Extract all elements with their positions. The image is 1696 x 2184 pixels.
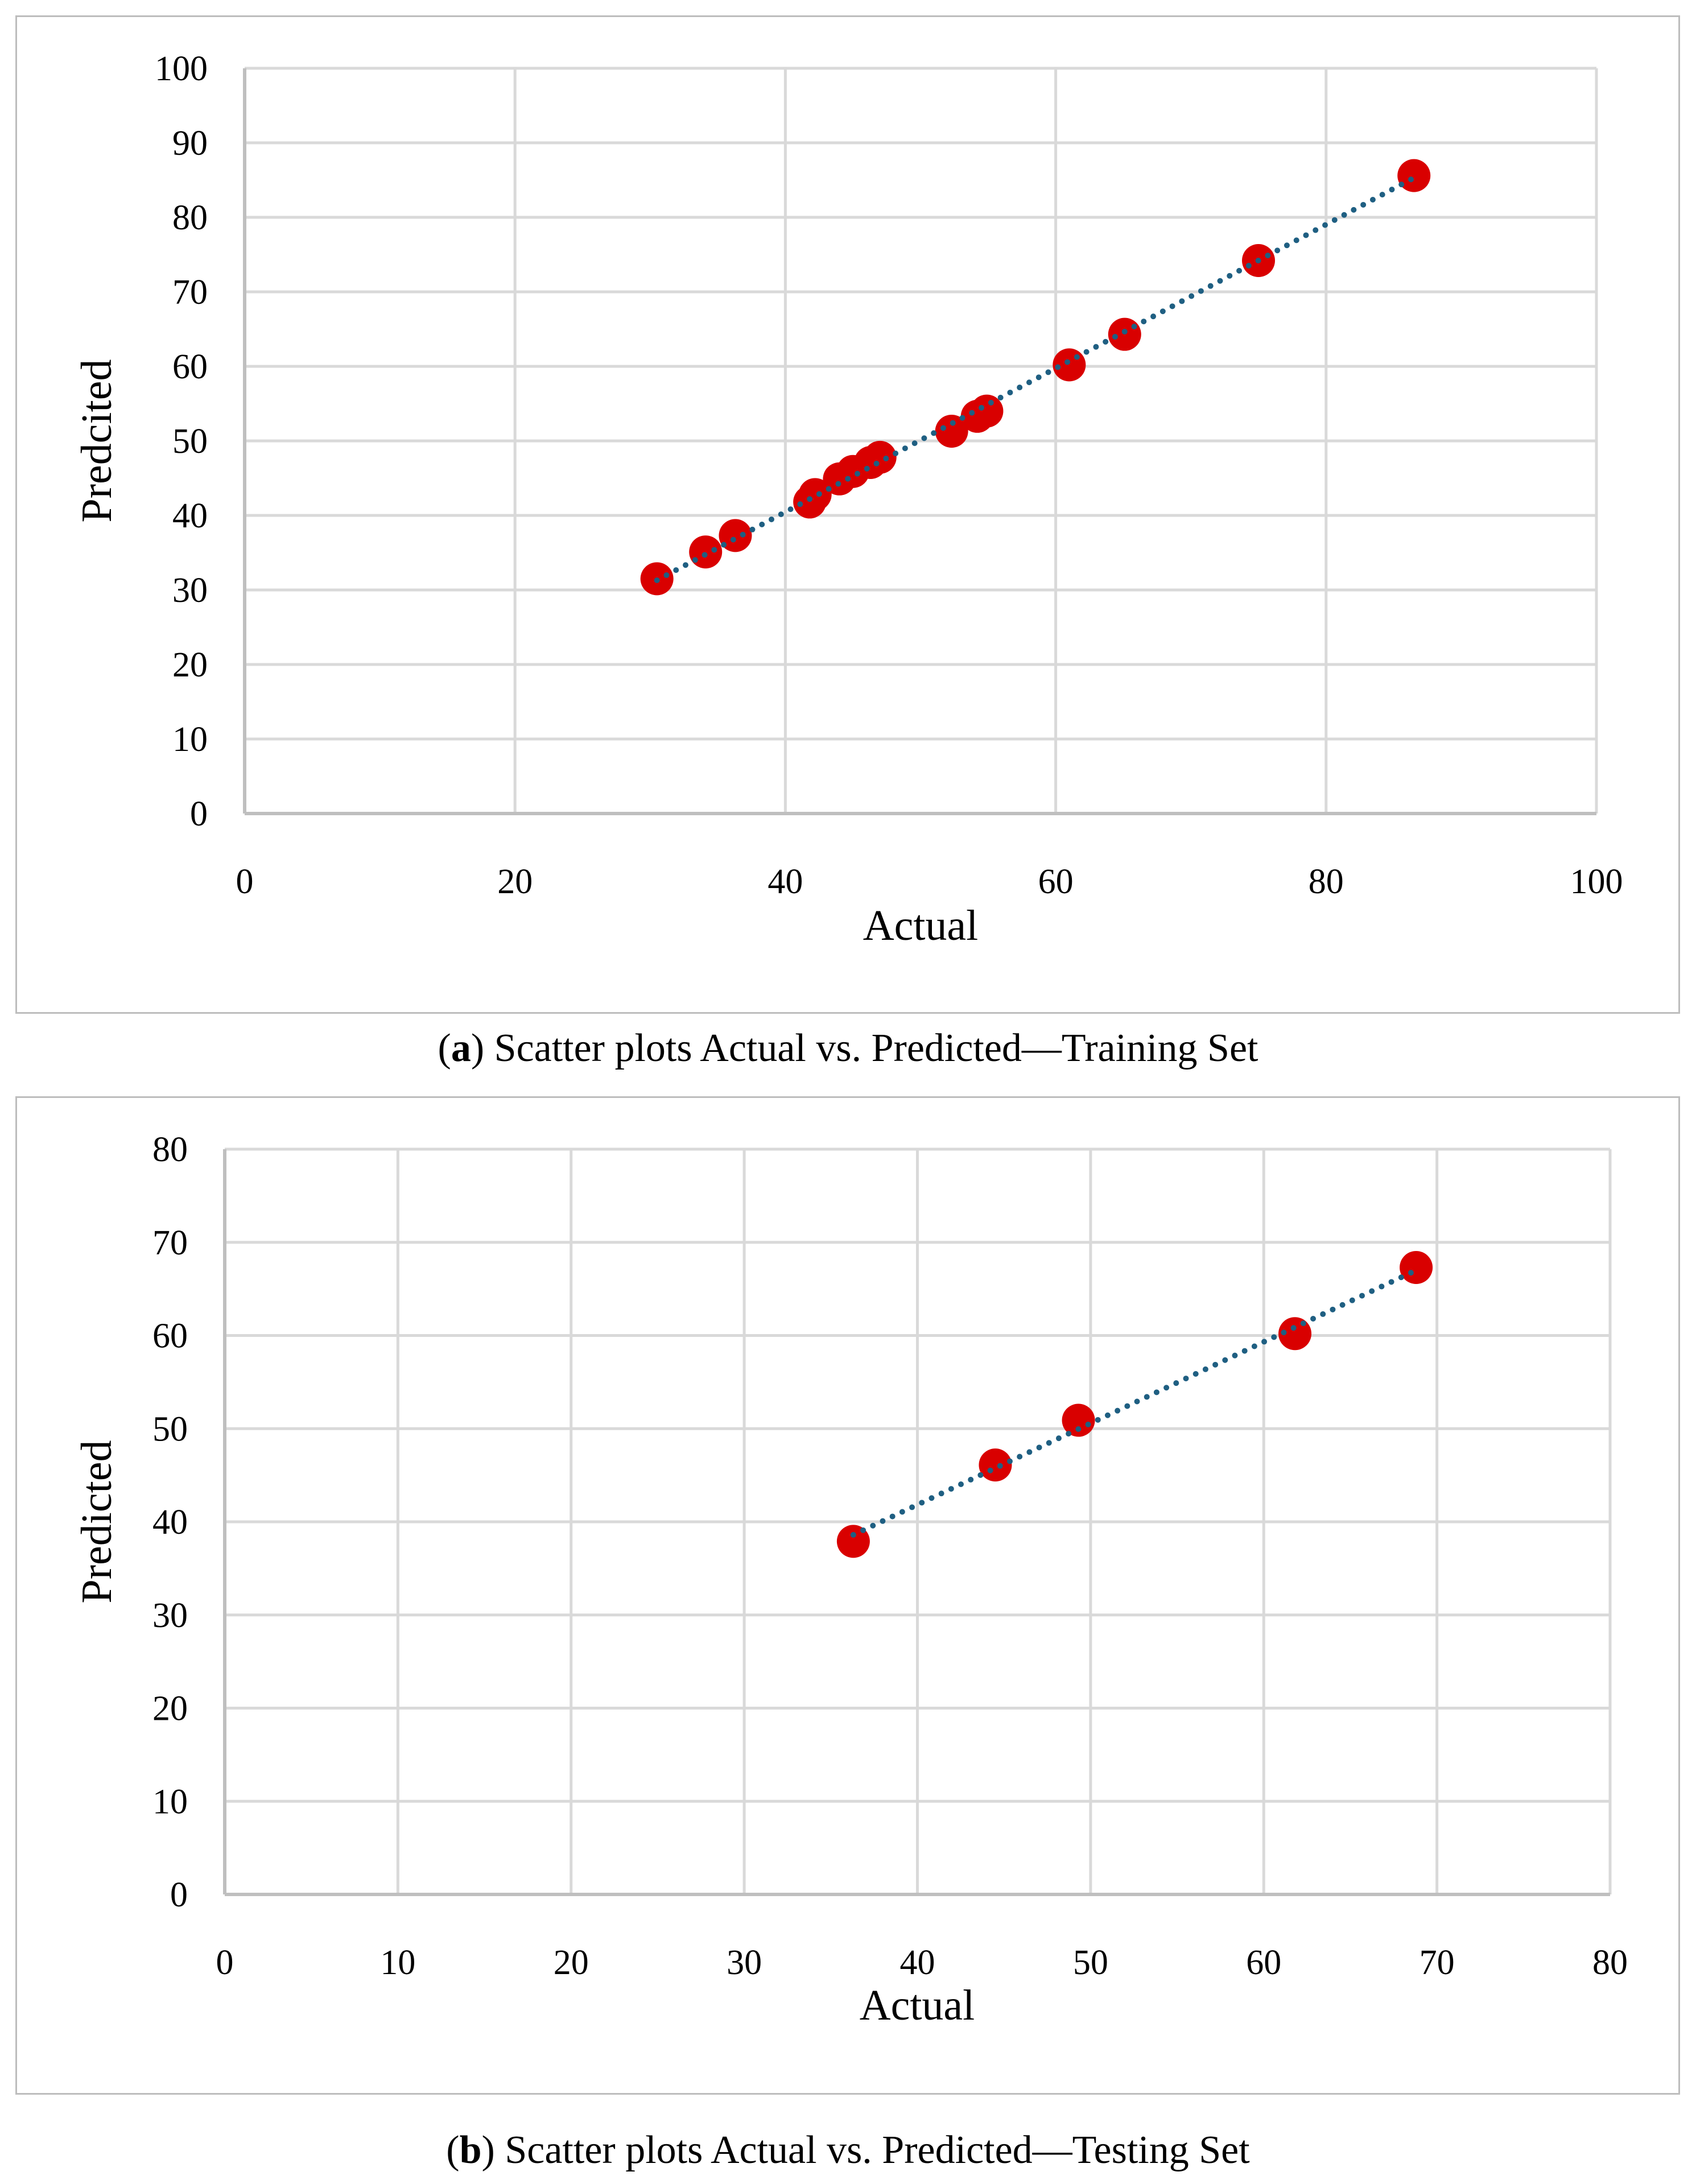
chart-panel-training: 0 20 40 60 80 100 0 10 20 30 40 50 60 70 80 90 100 Actual… xyxy=(15,15,1680,1014)
data-point xyxy=(689,535,723,569)
x-tick-label: 40 xyxy=(767,862,803,901)
x-tick-label: 0 xyxy=(216,1943,234,1982)
data-points xyxy=(836,1250,1433,1558)
x-tick-label: 70 xyxy=(1419,1943,1455,1982)
data-point xyxy=(935,414,968,448)
y-tick-label: 100 xyxy=(155,49,208,88)
x-tick-label: 0 xyxy=(236,862,254,901)
y-tick-label: 60 xyxy=(152,1317,188,1356)
caption-testing: (b) Scatter plots Actual vs. Predicted—T… xyxy=(446,2128,1250,2172)
x-tick-label: 20 xyxy=(554,1943,589,1982)
data-point xyxy=(798,478,832,511)
data-point xyxy=(836,1525,870,1558)
data-point xyxy=(1397,159,1431,192)
y-tick-label: 70 xyxy=(152,1224,188,1262)
data-point xyxy=(863,440,897,474)
y-tick-label: 20 xyxy=(152,1690,188,1728)
x-tick-label: 60 xyxy=(1038,862,1074,901)
y-axis-title: Predicted xyxy=(73,1440,121,1603)
caption-training: (a) Scatter plots Actual vs. Predicted—T… xyxy=(438,1026,1258,1070)
y-tick-label: 40 xyxy=(152,1503,188,1542)
data-point xyxy=(1062,1403,1095,1437)
y-tick-label: 60 xyxy=(172,348,208,386)
y-tick-label: 10 xyxy=(152,1782,188,1821)
y-tick-label: 70 xyxy=(172,273,208,312)
caption-text: Scatter plots Actual vs. Predicted—Train… xyxy=(484,1026,1258,1070)
x-axis-title: Actual xyxy=(863,902,979,949)
scatter-chart-training: 0 20 40 60 80 100 0 10 20 30 40 50 60 70 80 90 100 Actual… xyxy=(73,49,1623,949)
x-tick-label: 20 xyxy=(497,862,533,901)
y-tick-label: 50 xyxy=(172,422,208,461)
trendline xyxy=(654,175,1417,583)
y-tick-label: 0 xyxy=(190,795,208,833)
y-tick-label: 50 xyxy=(152,1410,188,1448)
data-point xyxy=(719,519,752,552)
x-axis-title: Actual xyxy=(860,1981,975,2029)
x-tick-label: 50 xyxy=(1073,1943,1108,1982)
data-point xyxy=(979,1448,1012,1482)
data-point xyxy=(970,394,1004,428)
x-tick-label: 40 xyxy=(900,1943,935,1982)
y-tick-label: 30 xyxy=(172,571,208,610)
y-tick-label: 90 xyxy=(172,124,208,163)
y-tick-label: 40 xyxy=(172,497,208,535)
x-tick-label: 60 xyxy=(1246,1943,1281,1982)
x-tick-label: 30 xyxy=(727,1943,762,1982)
data-point xyxy=(1400,1250,1433,1284)
y-tick-label: 80 xyxy=(172,199,208,237)
y-tick-label: 0 xyxy=(170,1876,188,1914)
y-tick-label: 80 xyxy=(152,1130,188,1169)
data-points xyxy=(640,159,1431,596)
gridlines xyxy=(243,67,1598,815)
y-tick-label: 30 xyxy=(152,1596,188,1635)
y-tick-label: 10 xyxy=(172,720,208,759)
x-tick-label: 80 xyxy=(1592,1943,1628,1982)
y-tick-label: 20 xyxy=(172,646,208,684)
caption-label: a xyxy=(451,1026,471,1070)
chart-panel-testing: 0 10 20 30 40 50 60 70 80 0 10 20 30 40 50 60 70 80 Actual… xyxy=(15,1096,1680,2095)
scatter-chart-testing: 0 10 20 30 40 50 60 70 80 0 10 20 30 40 50 60 70 80 Actual… xyxy=(73,1130,1628,2029)
caption-text: Scatter plots Actual vs. Predicted—Testi… xyxy=(494,2128,1250,2172)
x-tick-label: 100 xyxy=(1570,862,1623,901)
y-axis-title: Predcited xyxy=(73,359,121,522)
trendline xyxy=(850,1267,1419,1538)
x-tick-label: 10 xyxy=(380,1943,415,1982)
x-tick-label: 80 xyxy=(1309,862,1344,901)
caption-label: b xyxy=(459,2128,482,2172)
